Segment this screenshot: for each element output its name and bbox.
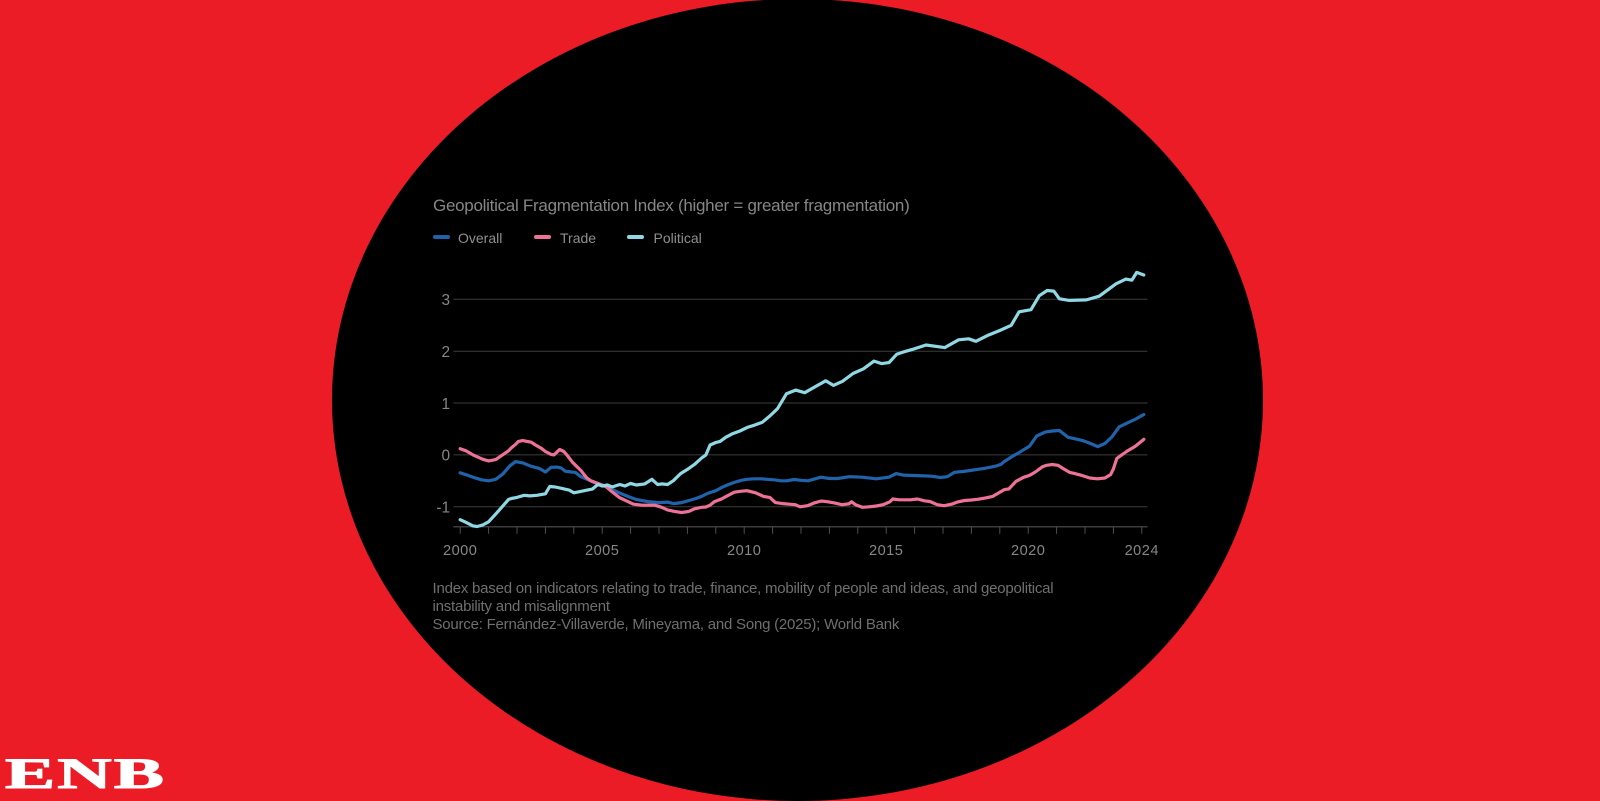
svg-text:2: 2 bbox=[441, 344, 450, 361]
svg-text:-1: -1 bbox=[436, 500, 450, 517]
svg-text:2000: 2000 bbox=[443, 543, 477, 559]
svg-text:2020: 2020 bbox=[1011, 543, 1045, 559]
svg-text:3: 3 bbox=[441, 292, 450, 309]
svg-text:2005: 2005 bbox=[585, 543, 619, 559]
svg-text:2024: 2024 bbox=[1125, 543, 1159, 559]
svg-text:1: 1 bbox=[441, 396, 450, 413]
svg-text:0: 0 bbox=[441, 448, 450, 465]
svg-text:2015: 2015 bbox=[869, 543, 903, 559]
svg-text:2010: 2010 bbox=[727, 543, 761, 559]
